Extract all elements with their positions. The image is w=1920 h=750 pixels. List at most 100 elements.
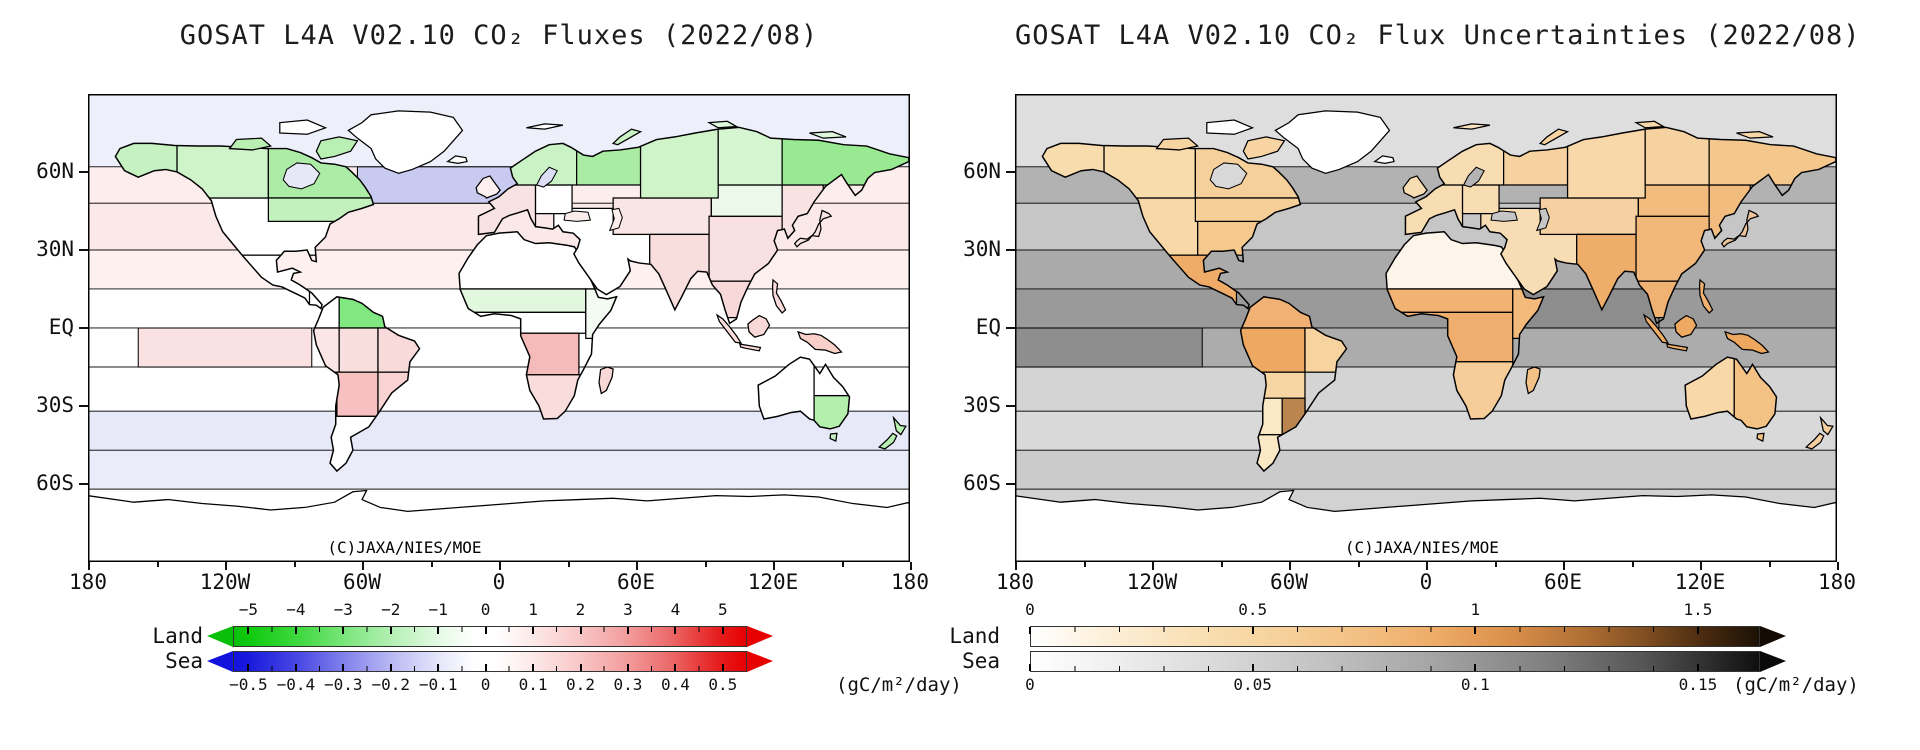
flux-lon-tick <box>293 562 296 567</box>
uncertainty-world-map <box>1015 94 1837 562</box>
uncertainty-lon-tick <box>1289 562 1291 570</box>
flux-land-left-arrow <box>207 626 233 647</box>
flux-land-tick-−3: −3 <box>333 600 353 619</box>
flux-land-tick-4: 4 <box>670 600 681 619</box>
uncertainty-sea-tick-0.15: 0.15 <box>1678 675 1718 694</box>
uncertainty-lon-tick <box>1357 562 1360 567</box>
uncertainty-lon-tick <box>1015 562 1017 570</box>
flux-sea-tick-−0.5: −0.5 <box>229 675 268 694</box>
flux-sea-tick-−0.4: −0.4 <box>276 675 316 694</box>
uncertainty-major-tick <box>1696 664 1699 671</box>
uncertainty-lat-label-60N: 60N <box>963 159 1001 183</box>
flux-lon-tick <box>841 562 844 567</box>
uncertainty-map-title: GOSAT L4A V02.10 CO₂ Flux Uncertainties … <box>1015 20 1861 51</box>
flux-sea-tick-−0.3: −0.3 <box>324 675 363 694</box>
flux-lat-label-60S: 60S <box>36 471 74 495</box>
flux-lat-label-30S: 30S <box>36 393 74 417</box>
flux-lon-label-180-0: 180 <box>69 570 107 594</box>
uncertainty-lon-tick <box>1152 562 1154 570</box>
flux-sea-right-arrow <box>747 651 773 672</box>
uncertainty-land-tick-1.5: 1.5 <box>1683 600 1713 619</box>
flux-world-map <box>88 94 910 562</box>
flux-lat-label-EQ: EQ <box>48 315 74 339</box>
flux-land-tick-2: 2 <box>575 600 586 619</box>
flux-sea-tick-−0.2: −0.2 <box>371 675 410 694</box>
flux-lat-label-30N: 30N <box>36 237 74 261</box>
uncertainty-land-tick-1: 1 <box>1470 600 1481 619</box>
uncertainty-minor-ticks <box>1030 666 1698 671</box>
flux-sea-tick-0.2: 0.2 <box>566 675 595 694</box>
uncertainty-lon-label-60E-4: 60E <box>1544 570 1582 594</box>
uncertainty-major-tick <box>1251 664 1254 671</box>
flux-lon-tick <box>636 562 638 570</box>
uncertainty-lon-tick <box>1631 562 1634 567</box>
flux-major-tick <box>247 627 250 634</box>
uncertainty-lon-tick <box>1563 562 1565 570</box>
uncertainty-colorbar-label-sea: Sea <box>962 649 1000 673</box>
flux-major-tick <box>342 627 345 634</box>
flux-major-tick <box>532 627 535 634</box>
flux-major-tick <box>721 627 724 634</box>
uncertainty-lat-label-30S: 30S <box>963 393 1001 417</box>
flux-major-tick <box>389 664 392 671</box>
uncertainty-lon-tick <box>1083 562 1086 567</box>
flux-lon-tick <box>362 562 364 570</box>
uncertainty-sea-tick-0.05: 0.05 <box>1233 675 1272 694</box>
flux-lon-tick <box>430 562 433 567</box>
flux-land-tick-−2: −2 <box>381 600 401 619</box>
uncertainty-lon-label-120W-1: 120W <box>1126 570 1178 594</box>
uncertainty-panel: GOSAT L4A V02.10 CO₂ Flux Uncertainties … <box>949 20 1859 750</box>
uncertainty-lat-label-30N: 30N <box>963 237 1001 261</box>
uncertainty-lat-tick <box>1006 249 1015 251</box>
flux-major-tick <box>437 627 440 634</box>
flux-lon-label-120W-1: 120W <box>199 570 251 594</box>
flux-sea-tick-0.5: 0.5 <box>708 675 738 694</box>
flux-lat-tick <box>79 405 88 407</box>
uncertainty-land-right-arrow <box>1760 626 1786 647</box>
flux-sea-tick-0.1: 0.1 <box>518 675 548 694</box>
flux-land-tick-1: 1 <box>528 600 538 619</box>
flux-lon-tick <box>225 562 227 570</box>
flux-sea-colorbar: −0.5 −0.4 −0.3 −0.2 −0.1 0 0.1 0.2 0.3 0.4 0.5 <box>207 651 773 694</box>
uncertainty-lon-label-180-6: 180 <box>1818 570 1856 594</box>
flux-land-tick-−5: −5 <box>238 600 259 619</box>
flux-copyright-label: (C)JAXA/NIES/MOE <box>327 538 482 557</box>
uncertainty-major-tick <box>1029 627 1031 634</box>
flux-land-right-arrow <box>747 626 773 647</box>
flux-colorbar-label-land: Land <box>152 624 203 648</box>
flux-lon-tick <box>88 562 90 570</box>
flux-lon-tick <box>156 562 159 567</box>
flux-major-tick <box>294 664 297 671</box>
flux-lon-label-0-3: 0 <box>492 570 506 594</box>
flux-lon-label-60W-2: 60W <box>343 570 381 594</box>
flux-major-tick <box>484 664 487 671</box>
flux-land-tick-5: 5 <box>718 600 728 619</box>
flux-land-tick-3: 3 <box>623 600 633 619</box>
flux-lat-tick <box>79 171 88 173</box>
uncertainty-minor-ticks <box>1030 627 1698 632</box>
flux-major-tick <box>389 627 392 634</box>
flux-major-tick <box>484 627 487 634</box>
uncertainty-lon-label-60W-2: 60W <box>1270 570 1308 594</box>
uncertainty-lat-tick <box>1006 405 1015 407</box>
uncertainty-lon-label-180-0: 180 <box>996 570 1034 594</box>
uncertainty-sea-tick-0: 0 <box>1025 675 1035 694</box>
uncertainty-lon-tick <box>1768 562 1771 567</box>
flux-map-canvas: (C)JAXA/NIES/MOE <box>88 94 910 562</box>
uncertainty-land-tick-0: 0 <box>1025 600 1035 619</box>
flux-major-tick <box>626 664 629 671</box>
uncertainty-lat-label-EQ: EQ <box>975 315 1001 339</box>
uncertainty-lon-tick <box>1494 562 1497 567</box>
flux-colorbar-label-sea: Sea <box>165 649 203 673</box>
uncertainty-lat-tick <box>1006 171 1015 173</box>
flux-lon-label-60E-4: 60E <box>617 570 655 594</box>
flux-lat-tick <box>79 327 88 329</box>
uncertainty-sea-tick-0.1: 0.1 <box>1460 675 1490 694</box>
flux-major-tick <box>247 664 250 671</box>
uncertainty-colorbar-label-land: Land <box>949 624 1000 648</box>
uncertainty-lon-tick <box>1426 562 1428 570</box>
flux-lon-tick <box>704 562 707 567</box>
uncertainty-lat-tick <box>1006 483 1015 485</box>
uncertainty-copyright-label: (C)JAXA/NIES/MOE <box>1344 538 1499 557</box>
uncertainty-major-tick <box>1696 627 1699 634</box>
